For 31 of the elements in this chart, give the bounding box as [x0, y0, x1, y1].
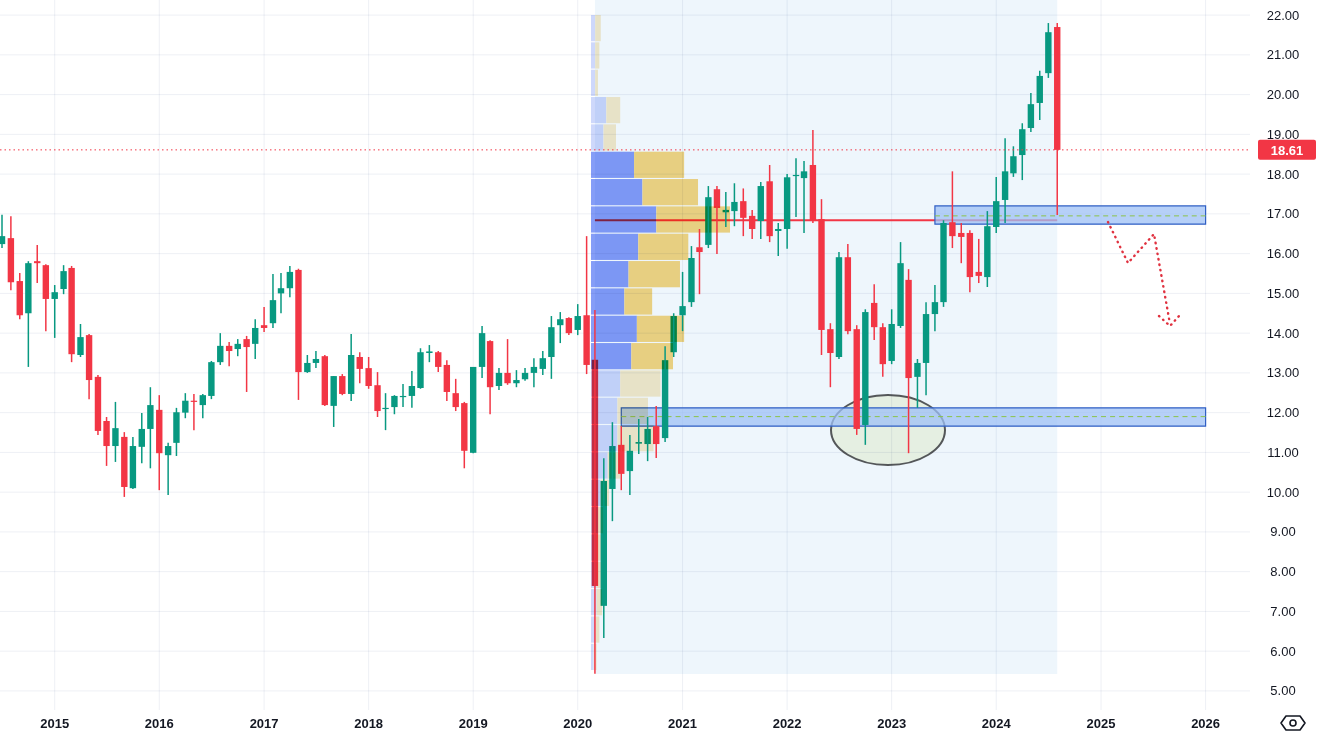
y-tick-label: 11.00: [1267, 444, 1299, 460]
y-tick-label: 22.00: [1266, 7, 1300, 23]
y-tick-label: 9.00: [1270, 524, 1296, 540]
y-tick-label: 19.00: [1266, 126, 1300, 142]
y-tick-label: 18.00: [1266, 166, 1300, 182]
y-tick-label: 20.00: [1266, 87, 1300, 103]
y-tick-label: 16.00: [1266, 246, 1300, 262]
y-tick-label: 7.00: [1270, 603, 1296, 619]
x-tick-label: 2018: [354, 716, 384, 731]
x-tick-label: 2022: [772, 716, 802, 731]
y-tick-label: 10.00: [1266, 484, 1300, 500]
x-tick-label: 2025: [1086, 716, 1116, 731]
x-tick-label: 2017: [249, 716, 279, 731]
y-tick-label: 8.00: [1270, 564, 1296, 580]
x-tick-label: 2023: [877, 716, 907, 731]
x-tick-label: 2024: [981, 716, 1012, 731]
x-tick-label: 2021: [668, 716, 698, 731]
y-tick-label: 5.00: [1270, 683, 1296, 699]
x-tick-label: 2015: [40, 716, 70, 731]
x-tick-label: 2019: [458, 716, 488, 731]
x-tick-label: 2016: [144, 716, 174, 731]
x-tick-label: 2026: [1191, 716, 1221, 731]
y-tick-label: 15.00: [1266, 285, 1300, 301]
y-tick-label: 17.00: [1266, 206, 1300, 222]
x-tick-label: 2020: [563, 716, 593, 731]
y-tick-label: 12.00: [1266, 405, 1300, 421]
y-tick-label: 21.00: [1266, 47, 1300, 63]
y-tick-label: 14.00: [1266, 325, 1300, 341]
ref-line-label: 18.61: [1270, 142, 1304, 158]
y-tick-label: 6.00: [1270, 643, 1296, 659]
y-tick-label: 13.00: [1266, 365, 1300, 381]
